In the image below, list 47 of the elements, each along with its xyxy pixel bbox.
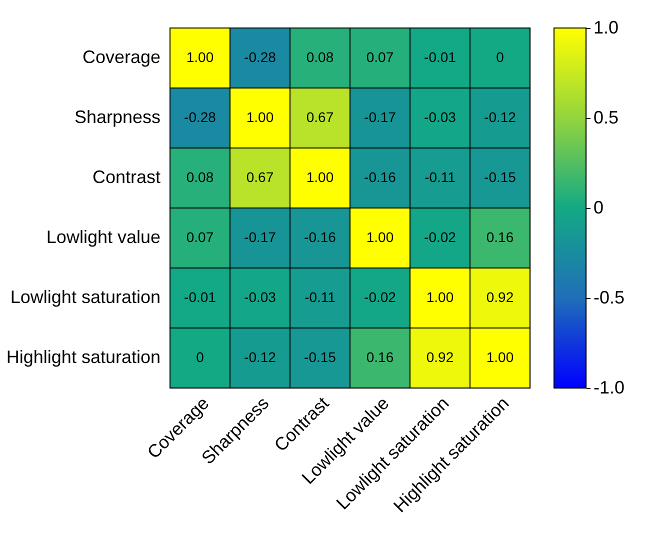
y-tick-label: Sharpness	[74, 107, 160, 127]
data-label: -0.12	[244, 349, 276, 365]
data-label: -0.28	[184, 109, 216, 125]
data-label: 0	[496, 49, 504, 65]
data-label: 0.16	[486, 229, 514, 245]
data-label: 1.00	[366, 229, 394, 245]
data-label: -0.17	[244, 229, 276, 245]
data-label: -0.15	[484, 169, 516, 185]
data-label: 0.67	[246, 169, 274, 185]
data-label: 0.92	[486, 289, 514, 305]
data-label: 1.00	[246, 109, 274, 125]
y-tick-label: Highlight saturation	[6, 347, 160, 367]
y-tick-label: Lowlight value	[46, 227, 160, 247]
data-label: 1.00	[306, 169, 334, 185]
data-label: -0.12	[484, 109, 516, 125]
data-label: -0.15	[304, 349, 336, 365]
data-label: -0.16	[304, 229, 336, 245]
data-label: 1.00	[426, 289, 454, 305]
color-bar-label: -1.0	[594, 378, 625, 398]
data-label: 0.16	[366, 349, 394, 365]
data-label: 1.00	[186, 49, 214, 65]
color-bar-label: 0	[594, 198, 604, 218]
data-label: -0.01	[424, 49, 456, 65]
y-tick-label: Contrast	[92, 167, 160, 187]
data-label: -0.02	[424, 229, 456, 245]
y-tick-label: Coverage	[82, 47, 160, 67]
y-tick-label: Lowlight saturation	[10, 287, 160, 307]
data-label: 0	[196, 349, 204, 365]
data-label: 0.92	[426, 349, 454, 365]
data-label: -0.03	[244, 289, 276, 305]
data-label: -0.28	[244, 49, 276, 65]
color-bar-label: 1.0	[594, 18, 619, 38]
data-label: -0.03	[424, 109, 456, 125]
data-label: 0.08	[186, 169, 214, 185]
data-label: 1.00	[486, 349, 514, 365]
color-bar-label: 0.5	[594, 108, 619, 128]
data-label: 0.07	[186, 229, 214, 245]
color-bar-label: -0.5	[594, 288, 625, 308]
data-label: -0.17	[364, 109, 396, 125]
data-label: -0.02	[364, 289, 396, 305]
data-label: -0.11	[424, 169, 456, 185]
data-label: 0.08	[306, 49, 334, 65]
data-label: -0.01	[184, 289, 216, 305]
data-label: 0.67	[306, 109, 334, 125]
data-label: -0.11	[304, 289, 336, 305]
data-label: -0.16	[364, 169, 396, 185]
data-label: 0.07	[366, 49, 394, 65]
